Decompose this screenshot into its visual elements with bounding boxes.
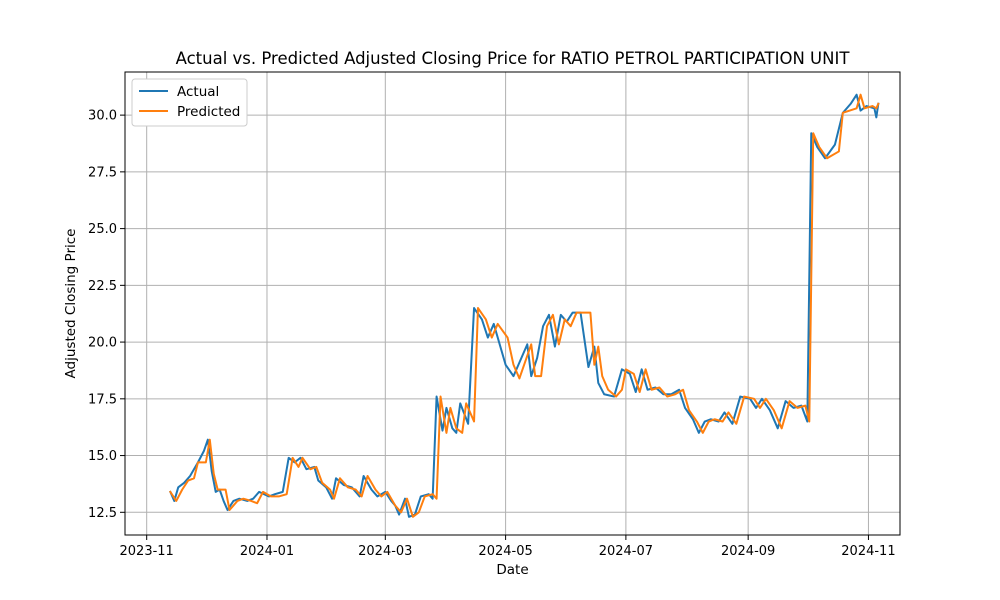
- y-tick-label: 15.0: [88, 449, 117, 464]
- y-tick-label: 22.5: [88, 279, 117, 294]
- x-tick-label: 2024-01: [240, 544, 294, 559]
- x-axis-label: Date: [496, 562, 528, 578]
- legend: Actual Predicted: [131, 78, 248, 127]
- y-tick-label: 27.5: [88, 165, 117, 180]
- y-tick-label: 30.0: [88, 109, 117, 124]
- y-tick-label: 20.0: [88, 336, 117, 351]
- y-axis-label: Adjusted Closing Price: [63, 229, 79, 379]
- y-tick-label: 25.0: [88, 222, 117, 237]
- series-line-predicted: [168, 93, 880, 518]
- y-tick-label: 12.5: [88, 506, 117, 521]
- x-axis: 2023-11 2024-01 2024-03 2024-05 2024-07 2024-…: [120, 535, 896, 559]
- y-axis: 12.5 15.0 17.5 20.0 22.5 25.0 27.5 30.0: [88, 109, 125, 521]
- x-tick-label: 2024-07: [599, 544, 653, 559]
- x-tick-label: 2024-09: [721, 544, 775, 559]
- legend-label-actual: Actual: [177, 84, 219, 100]
- plot-frame: [124, 71, 901, 536]
- series-line-actual: [169, 93, 880, 518]
- y-tick-label: 17.5: [88, 392, 117, 407]
- x-tick-label: 2023-11: [120, 544, 174, 559]
- x-tick-label: 2024-05: [478, 544, 532, 559]
- chart-title: Actual vs. Predicted Adjusted Closing Pr…: [176, 49, 851, 68]
- plot-area: [125, 72, 900, 535]
- x-tick-label: 2024-11: [841, 544, 895, 559]
- x-tick-label: 2024-03: [358, 544, 412, 559]
- grid-lines: [125, 72, 900, 535]
- legend-label-predicted: Predicted: [177, 104, 240, 120]
- series-layer: [168, 93, 880, 518]
